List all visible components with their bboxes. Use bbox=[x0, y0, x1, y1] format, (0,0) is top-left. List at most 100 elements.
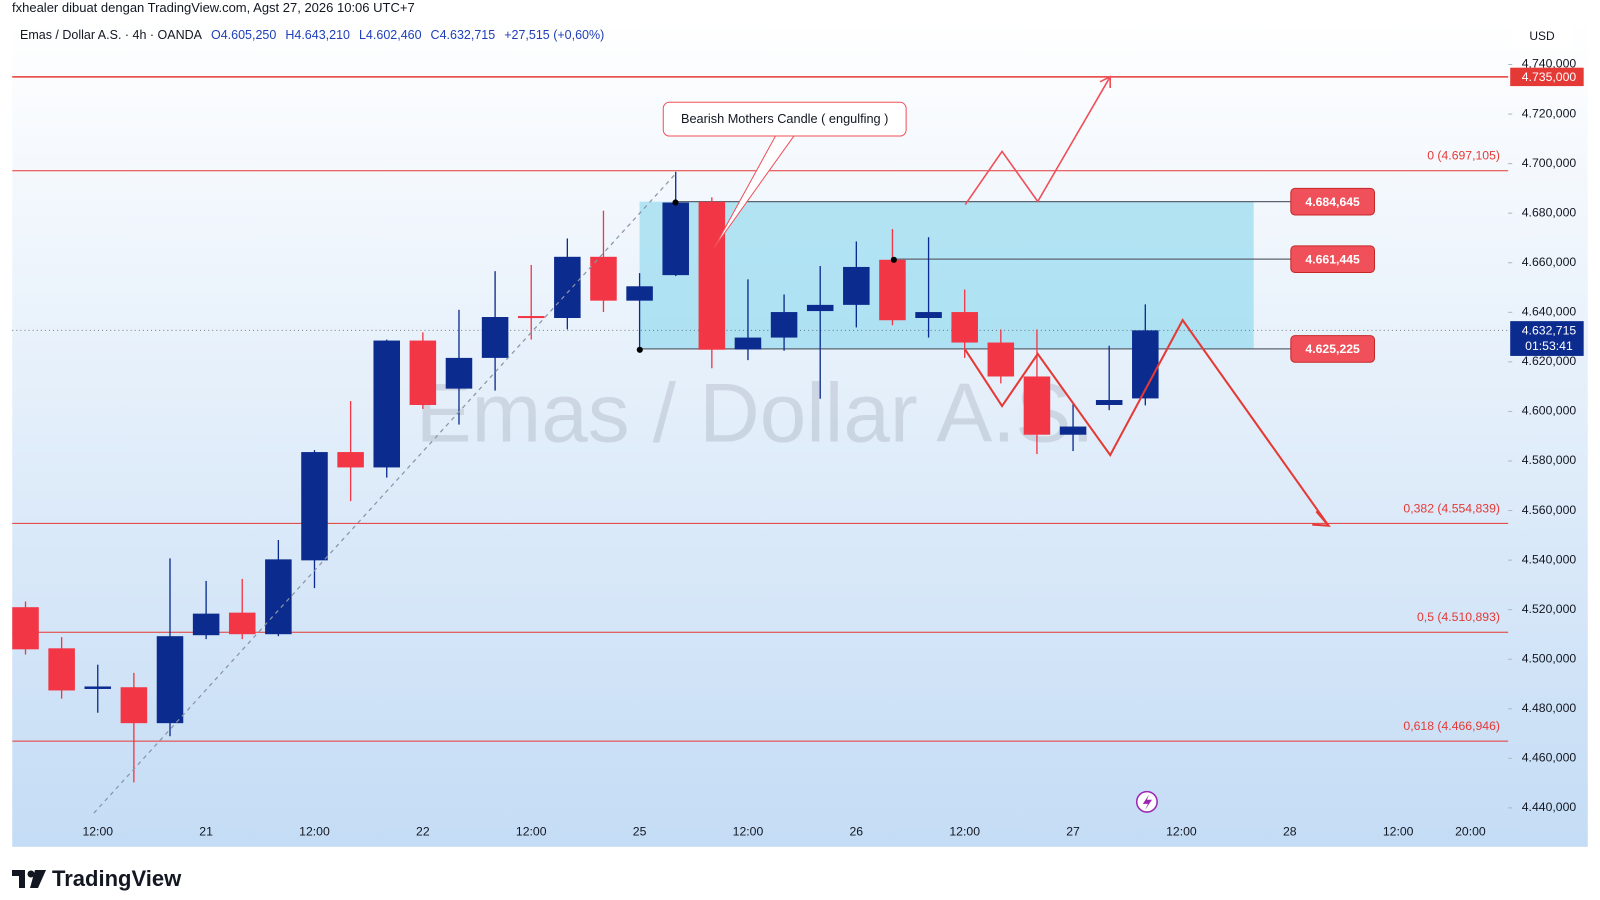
y-tick-label: 4.740,000 bbox=[1522, 57, 1577, 71]
callout-pointer bbox=[713, 135, 795, 248]
logo: TradingView bbox=[12, 866, 181, 892]
plot-layer: Emas / Dollar A.S. 0 (4.697,105) 0,382 (4.… bbox=[12, 57, 1584, 839]
candle-body bbox=[192, 613, 220, 636]
candle-body bbox=[265, 559, 292, 635]
x-tick-label: 20:00 bbox=[1455, 825, 1486, 839]
trend-line bbox=[93, 173, 676, 814]
candle-body bbox=[156, 636, 184, 724]
candle-body bbox=[481, 317, 509, 358]
fib-label: 0,618 (4.466,946) bbox=[1403, 719, 1500, 733]
candle-body bbox=[1059, 426, 1087, 435]
y-tick-label: 4.540,000 bbox=[1522, 552, 1577, 566]
x-tick-label: 12:00 bbox=[1166, 825, 1197, 839]
open: O4.605,250 bbox=[211, 28, 277, 42]
y-tick-label: 4.500,000 bbox=[1522, 651, 1577, 665]
y-tick-label: 4.460,000 bbox=[1522, 751, 1577, 765]
y-tick-label: 4.520,000 bbox=[1522, 602, 1577, 616]
arrow-head bbox=[1312, 510, 1331, 527]
candle-body bbox=[662, 202, 689, 276]
logo-mark bbox=[12, 870, 46, 888]
price-label-box bbox=[1510, 67, 1584, 87]
candle-body bbox=[590, 256, 617, 301]
change: +27,515 (+0,60%) bbox=[504, 28, 605, 42]
arrow-head bbox=[1099, 75, 1112, 88]
symbol[interactable]: Emas / Dollar A.S. · 4h · OANDA bbox=[20, 28, 202, 42]
y-tick-label: 4.660,000 bbox=[1522, 255, 1577, 269]
y-tick-label: 4.440,000 bbox=[1522, 800, 1577, 814]
candle-body bbox=[554, 256, 581, 319]
annotation-text: Bearish Mothers Candle ( engulfing ) bbox=[681, 111, 888, 126]
y-tick-label: 4.620,000 bbox=[1522, 354, 1577, 368]
y-tick-label: 4.560,000 bbox=[1522, 503, 1577, 517]
bearish-path bbox=[964, 318, 1330, 527]
x-tick-label: 12:00 bbox=[299, 825, 330, 839]
anchor-dot bbox=[636, 346, 643, 353]
attribution: fxhealer dibuat dengan TradingView.com, … bbox=[12, 0, 415, 15]
bullish-path bbox=[964, 76, 1111, 206]
candle-body bbox=[84, 686, 112, 689]
level-label-box bbox=[1290, 335, 1375, 363]
level-label: 4.684,645 bbox=[1305, 195, 1360, 209]
x-tick-label: 12:00 bbox=[949, 825, 980, 839]
anchor-dot bbox=[890, 256, 897, 263]
x-tick-label: 26 bbox=[850, 825, 864, 839]
candle-body bbox=[987, 342, 1015, 377]
price-label: 4.735,000 bbox=[1522, 70, 1577, 84]
candle-body bbox=[626, 286, 653, 301]
symbol-header: Emas / Dollar A.S. · 4h · OANDA O4.605,2… bbox=[20, 28, 604, 42]
level-label: 4.661,445 bbox=[1305, 252, 1360, 266]
candle-body bbox=[1095, 400, 1123, 405]
candle-body bbox=[734, 337, 762, 350]
zone bbox=[639, 201, 1254, 349]
candle-body bbox=[698, 201, 726, 350]
candle-body bbox=[409, 340, 437, 405]
candle-body bbox=[879, 259, 906, 321]
y-tick-label: 4.720,000 bbox=[1522, 106, 1577, 120]
x-tick-label: 28 bbox=[1283, 825, 1297, 839]
y-tick-label: 4.600,000 bbox=[1522, 404, 1577, 418]
high: H4.643,210 bbox=[285, 28, 350, 42]
lightning bbox=[1142, 794, 1153, 810]
watermark: Emas / Dollar A.S. bbox=[416, 365, 1095, 459]
candle-body bbox=[517, 316, 545, 319]
y-tick-label: 4.700,000 bbox=[1522, 156, 1577, 170]
x-tick-label: 21 bbox=[199, 825, 213, 839]
x-tick-label: 12:00 bbox=[1383, 825, 1414, 839]
level-label: 4.625,225 bbox=[1305, 342, 1360, 356]
candle-body bbox=[48, 648, 75, 691]
candle-body bbox=[120, 687, 148, 724]
candle-body bbox=[12, 607, 39, 650]
y-tick-label: 4.580,000 bbox=[1522, 453, 1577, 467]
x-tick-label: 12:00 bbox=[516, 825, 547, 839]
level-label-box bbox=[1290, 245, 1375, 273]
last-price-label: 4.632,715 bbox=[1522, 324, 1577, 338]
low: L4.602,460 bbox=[358, 28, 422, 42]
candle-body bbox=[373, 340, 400, 468]
chart-background bbox=[12, 18, 1588, 847]
x-tick-label: 12:00 bbox=[733, 825, 764, 839]
x-tick-label: 27 bbox=[1066, 825, 1080, 839]
fib-label: 0,382 (4.554,839) bbox=[1403, 501, 1500, 515]
y-tick-label: 4.480,000 bbox=[1522, 701, 1577, 715]
candle-body bbox=[228, 612, 256, 635]
fib-label: 0 (4.697,105) bbox=[1427, 149, 1500, 163]
x-tick-label: 25 bbox=[633, 825, 647, 839]
candle-body bbox=[445, 357, 473, 389]
currency-button[interactable]: USD bbox=[1512, 24, 1572, 48]
anchor-dot bbox=[672, 199, 679, 206]
x-tick-label: 22 bbox=[416, 825, 430, 839]
last-price-box bbox=[1510, 321, 1584, 356]
fib-label: 0,5 (4.510,893) bbox=[1417, 610, 1500, 624]
x-tick-label: 12:00 bbox=[82, 825, 113, 839]
y-tick-label: 4.680,000 bbox=[1522, 205, 1577, 219]
candle-body bbox=[951, 312, 978, 343]
candle-body bbox=[843, 266, 870, 305]
y-tick-label: 4.640,000 bbox=[1522, 305, 1577, 319]
candle-body bbox=[301, 452, 328, 561]
logo-text: TradingView bbox=[52, 866, 182, 891]
close: C4.632,715 bbox=[430, 28, 496, 42]
countdown: 01:53:41 bbox=[1525, 339, 1573, 353]
